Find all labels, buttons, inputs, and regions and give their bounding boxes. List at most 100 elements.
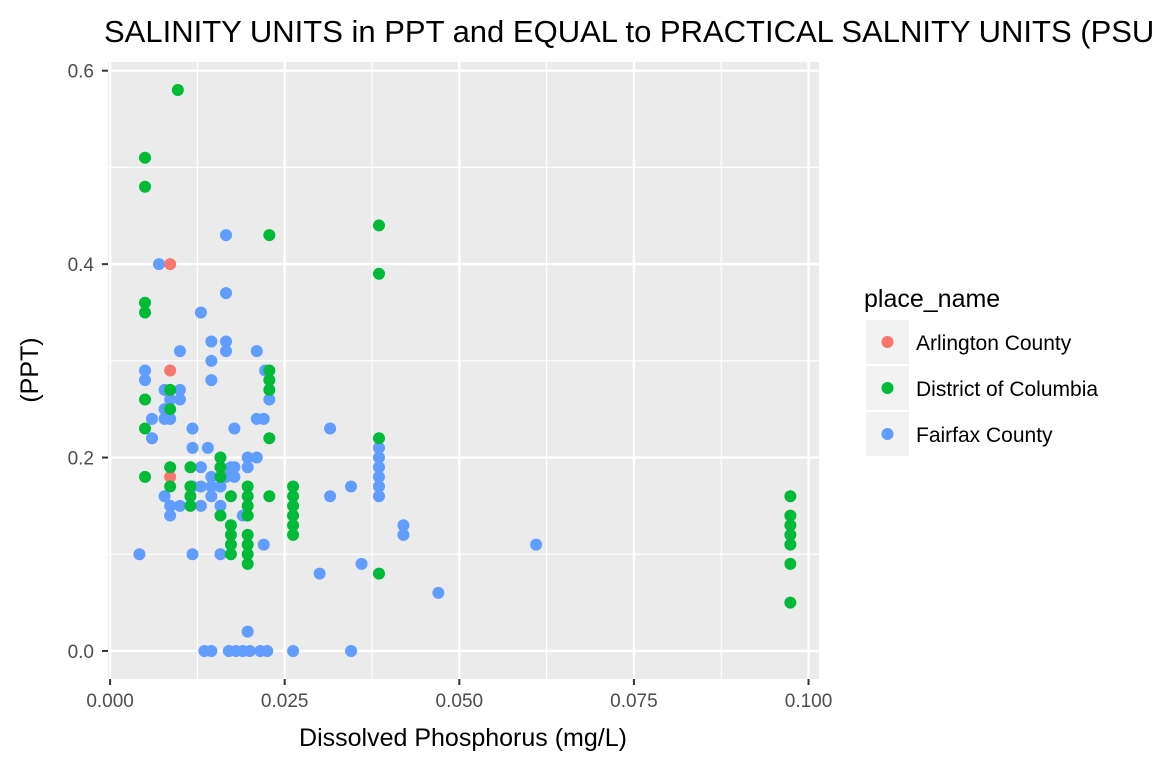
point-district-of-columbia — [164, 480, 177, 493]
point-fairfax-county — [228, 422, 241, 435]
point-district-of-columbia — [287, 490, 300, 503]
legend-marker-arlington-county — [881, 336, 894, 348]
point-fairfax-county — [372, 441, 385, 454]
point-fairfax-county — [263, 393, 276, 406]
point-district-of-columbia — [372, 567, 385, 580]
point-fairfax-county — [173, 499, 186, 512]
point-fairfax-county — [250, 345, 263, 358]
point-fairfax-county — [345, 480, 358, 493]
point-fairfax-county — [164, 509, 177, 522]
point-fairfax-county — [214, 499, 227, 512]
point-fairfax-county — [220, 287, 233, 300]
point-fairfax-county — [287, 644, 300, 657]
point-fairfax-county — [146, 432, 159, 445]
point-fairfax-county — [205, 480, 218, 493]
point-district-of-columbia — [224, 528, 237, 541]
point-fairfax-county — [228, 470, 241, 483]
point-fairfax-county — [164, 412, 177, 425]
point-fairfax-county — [205, 335, 218, 348]
x-tick-label: 0.050 — [436, 691, 484, 712]
point-district-of-columbia — [171, 84, 184, 97]
point-fairfax-county — [261, 644, 274, 657]
point-fairfax-county — [345, 644, 358, 657]
point-fairfax-county — [220, 345, 233, 358]
point-fairfax-county — [133, 548, 146, 561]
y-tick-label: 0.2 — [68, 449, 94, 470]
point-fairfax-county — [530, 538, 543, 551]
point-fairfax-county — [205, 354, 218, 367]
point-district-of-columbia — [263, 374, 276, 387]
point-fairfax-county — [173, 383, 186, 396]
point-fairfax-county — [257, 412, 270, 425]
point-district-of-columbia — [139, 306, 152, 319]
point-fairfax-county — [194, 480, 207, 493]
x-tick-label: 0.025 — [261, 691, 309, 712]
point-fairfax-county — [372, 451, 385, 464]
y-tick-label: 0.6 — [68, 62, 94, 83]
point-fairfax-county — [214, 480, 227, 493]
point-fairfax-county — [205, 644, 218, 657]
point-district-of-columbia — [287, 509, 300, 522]
grid-major — [108, 62, 819, 679]
point-district-of-columbia — [784, 490, 797, 503]
point-district-of-columbia — [214, 509, 227, 522]
y-tick-label: 0.4 — [68, 255, 95, 276]
point-arlington-county — [164, 470, 177, 483]
point-fairfax-county — [432, 586, 445, 599]
point-district-of-columbia — [214, 470, 227, 483]
point-district-of-columbia — [263, 490, 276, 503]
point-district-of-columbia — [164, 403, 177, 416]
y-axis-ticks: 0.0 0.2 0.4 0.6 — [68, 62, 108, 663]
point-district-of-columbia — [184, 461, 197, 474]
point-fairfax-county — [355, 557, 368, 570]
point-fairfax-county — [158, 490, 171, 503]
point-district-of-columbia — [139, 180, 152, 193]
point-fairfax-county — [139, 374, 152, 387]
point-district-of-columbia — [287, 499, 300, 512]
legend-marker-fairfax-county — [881, 428, 894, 440]
point-district-of-columbia — [164, 383, 177, 396]
point-fairfax-county — [372, 470, 385, 483]
point-district-of-columbia — [241, 528, 254, 541]
point-district-of-columbia — [214, 451, 227, 464]
point-fairfax-county — [250, 451, 263, 464]
point-district-of-columbia — [263, 383, 276, 396]
point-fairfax-county — [257, 538, 270, 551]
point-district-of-columbia — [241, 548, 254, 561]
point-district-of-columbia — [139, 470, 152, 483]
point-fairfax-county — [146, 412, 159, 425]
point-fairfax-county — [220, 335, 233, 348]
point-district-of-columbia — [184, 490, 197, 503]
point-district-of-columbia — [184, 499, 197, 512]
legend-title: place_name — [864, 285, 1000, 313]
point-district-of-columbia — [139, 296, 152, 309]
point-fairfax-county — [194, 461, 207, 474]
point-arlington-county — [164, 364, 177, 377]
point-district-of-columbia — [224, 538, 237, 551]
point-fairfax-county — [205, 470, 218, 483]
point-fairfax-county — [241, 625, 254, 638]
point-fairfax-county — [205, 374, 218, 387]
point-district-of-columbia — [263, 364, 276, 377]
point-district-of-columbia — [372, 267, 385, 280]
point-fairfax-county — [372, 480, 385, 493]
point-district-of-columbia — [139, 151, 152, 164]
point-district-of-columbia — [224, 548, 237, 561]
point-district-of-columbia — [214, 461, 227, 474]
point-district-of-columbia — [184, 480, 197, 493]
point-fairfax-county — [201, 441, 214, 454]
point-district-of-columbia — [241, 557, 254, 570]
point-fairfax-county — [186, 441, 199, 454]
point-district-of-columbia — [287, 480, 300, 493]
point-arlington-county — [164, 258, 177, 271]
point-fairfax-county — [324, 422, 337, 435]
point-district-of-columbia — [224, 519, 237, 532]
point-fairfax-county — [139, 364, 152, 377]
point-district-of-columbia — [241, 499, 254, 512]
point-fairfax-county — [397, 528, 410, 541]
point-fairfax-county — [324, 490, 337, 503]
point-fairfax-county — [241, 461, 254, 474]
legend-label-fairfax-county: Fairfax County — [916, 424, 1053, 447]
point-fairfax-county — [241, 451, 254, 464]
